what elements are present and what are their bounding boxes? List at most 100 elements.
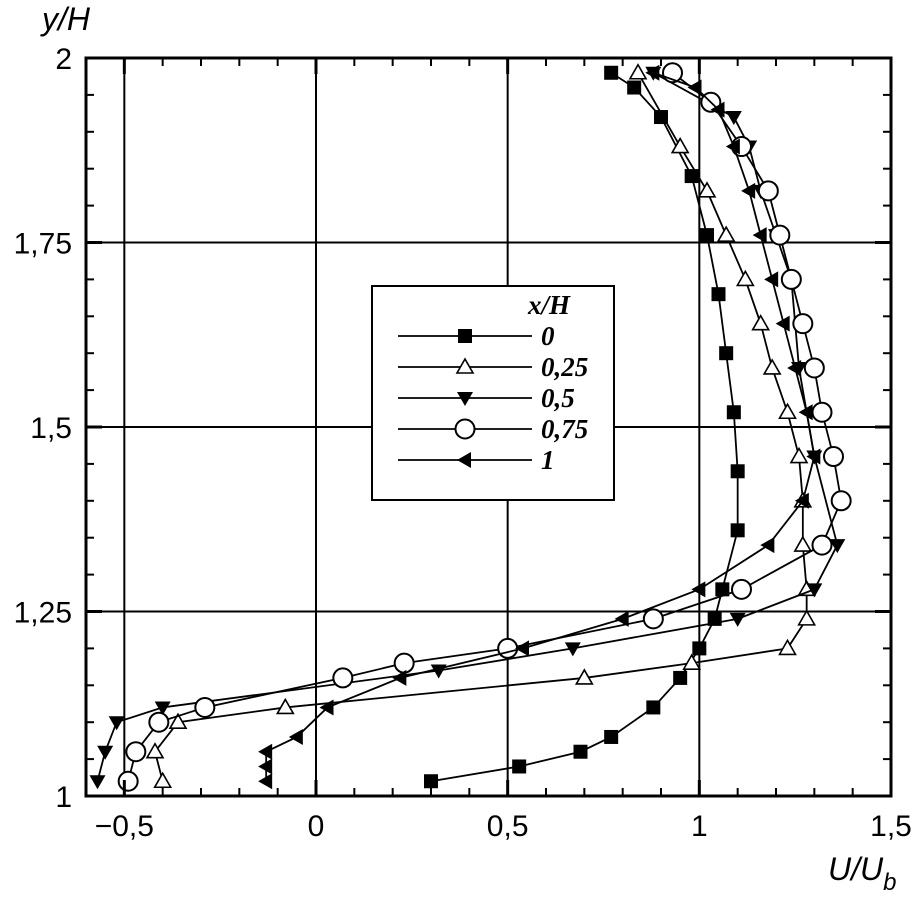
legend-marker [455,357,475,374]
data-point [684,169,699,184]
data-point [798,404,813,421]
y-tick-label: 1 [55,781,72,814]
data-point [778,638,797,656]
data-point [752,227,767,244]
data-point [811,534,833,556]
data-point [780,268,802,290]
data-point [258,743,273,760]
legend-marker [457,452,471,468]
data-point [89,775,106,790]
data-point [806,448,821,465]
data-point [258,773,273,790]
data-point [794,492,809,509]
x-tick-label: −0,5 [95,810,154,843]
x-tick-label: 0 [308,810,325,843]
data-point [823,446,844,468]
data-point [687,79,702,96]
data-point [393,652,415,674]
data-point [168,712,188,730]
legend-entries: 00,250,50,751 [398,321,588,475]
x-axis-title-subscript: b [883,869,896,896]
legend-label: 0,5 [541,383,575,413]
data-point [604,65,619,80]
data-point [803,357,825,379]
data-point [691,581,706,598]
data-point [154,701,171,716]
data-point [117,770,139,792]
data-point [148,711,170,733]
x-tick-label: 1,5 [870,810,912,843]
y-tick-label: 1,75 [14,228,72,261]
data-point [741,182,756,199]
series-line [265,71,816,782]
data-point [512,759,527,774]
data-point [764,271,779,288]
data-point [811,401,833,423]
data-point [692,641,707,656]
y-tick-label: 2 [55,43,72,76]
legend-entry: 0,25 [398,352,588,382]
data-point [673,670,688,685]
data-point [194,696,216,718]
data-point [319,699,334,716]
data-point [646,700,661,715]
legend-marker [457,392,473,406]
data-point [288,728,303,745]
data-point [787,359,802,376]
legend-entry: 0,5 [398,383,575,413]
data-point [793,535,813,552]
data-point [153,771,173,789]
legend-title: x/H [527,290,571,320]
series-3 [117,62,852,792]
data-point [642,608,664,630]
legend-label: 0,75 [541,414,588,444]
data-point [735,269,755,287]
legend-label: 0,25 [541,352,588,382]
data-point [778,402,797,420]
data-point [627,80,642,95]
legend-entry: 0,75 [398,414,588,444]
data-point [604,729,619,744]
x-tick-label: 1 [691,810,708,843]
data-point [392,669,407,686]
data-point [760,537,775,554]
data-point [731,578,752,600]
legend-box [371,285,615,501]
y-tick-label: 1,5 [30,412,72,445]
data-point [797,609,817,626]
data-point [711,287,726,302]
x-axis-title: U/Ub [828,851,896,896]
data-point [125,741,147,763]
data-point [697,181,717,198]
data-point [682,653,702,670]
data-point [762,358,782,375]
data-point [574,668,594,685]
data-point [775,315,790,332]
legend-label: 0 [541,321,555,351]
data-point [715,582,730,597]
data-point [258,758,273,775]
data-point [730,523,745,538]
data-point [515,640,529,657]
data-point [726,405,741,420]
data-point [564,642,581,657]
data-point [789,446,809,464]
tick-layer: −0,5 0 0,5 1 1,5 1 1,25 1,5 1,75 2 [14,43,912,843]
legend-label: 1 [541,445,555,475]
legend-marker [458,329,472,343]
data-point [792,313,814,335]
data-point [497,637,519,659]
data-point [573,744,588,759]
y-tick-label: 1,25 [14,597,72,630]
data-point [275,697,295,715]
data-point [710,101,725,118]
data-point [829,539,846,554]
data-point [729,612,746,627]
data-point [614,610,629,627]
data-point [806,583,823,598]
data-point [424,774,438,789]
data-point [628,63,648,80]
data-point [97,745,114,760]
data-point [725,138,740,155]
